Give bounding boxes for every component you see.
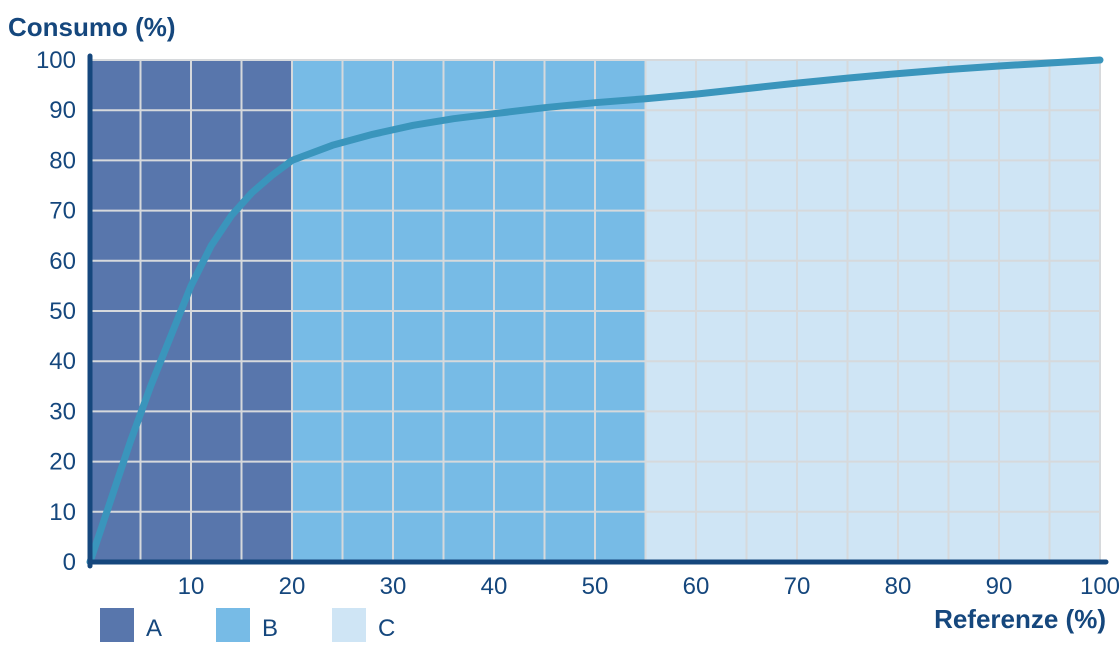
x-tick-label: 20: [279, 573, 306, 600]
legend-label-a: A: [146, 615, 162, 642]
y-tick-label: 20: [49, 449, 76, 476]
legend-label-b: B: [262, 615, 278, 642]
chart-svg: 10 20 30 40 50 60 70 80 90 100 0 10 20 30 40 50 60 70 80 90…: [0, 0, 1120, 664]
grid: [90, 60, 1100, 562]
y-tick-label: 50: [49, 298, 76, 325]
legend-swatch-a: [100, 608, 134, 642]
y-tick-label: 10: [49, 499, 76, 526]
y-tick-label: 0: [63, 549, 76, 576]
pareto-chart: 10 20 30 40 50 60 70 80 90 100 0 10 20 30 40 50 60 70 80 90…: [0, 0, 1120, 664]
y-axis-title: Consumo (%): [8, 12, 176, 42]
y-tick-label: 30: [49, 398, 76, 425]
x-tick-label: 100: [1080, 573, 1120, 600]
legend-swatch-c: [332, 608, 366, 642]
x-tick-label: 40: [481, 573, 508, 600]
y-tick-label: 60: [49, 248, 76, 275]
legend-swatch-b: [216, 608, 250, 642]
x-tick-label: 70: [784, 573, 811, 600]
y-tick-label: 100: [36, 47, 76, 74]
x-tick-label: 90: [986, 573, 1013, 600]
x-tick-label: 30: [380, 573, 407, 600]
legend-label-c: C: [378, 615, 395, 642]
y-tick-label: 40: [49, 348, 76, 375]
x-axis-title: Referenze (%): [934, 604, 1106, 634]
x-tick-label: 80: [885, 573, 912, 600]
y-tick-label: 80: [49, 147, 76, 174]
y-tick-label: 70: [49, 198, 76, 225]
x-tick-label: 50: [582, 573, 609, 600]
x-tick-label: 60: [683, 573, 710, 600]
x-tick-label: 10: [178, 573, 205, 600]
y-tick-label: 90: [49, 97, 76, 124]
